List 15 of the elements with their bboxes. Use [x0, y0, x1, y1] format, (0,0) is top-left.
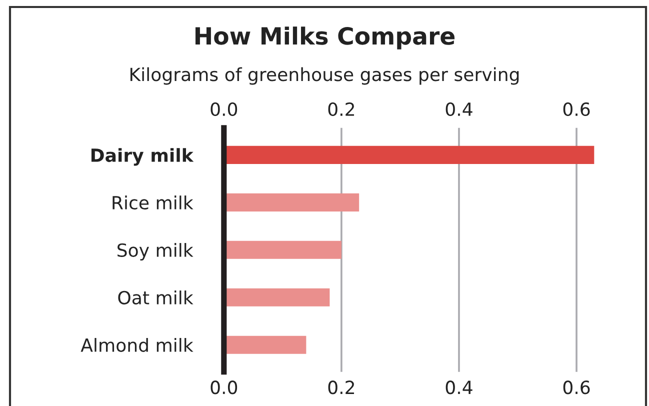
y-tick-label: Oat milk [118, 290, 194, 304]
x2-tick-label: 0.2 [328, 102, 354, 116]
y-tick-label: Dairy milk [91, 148, 194, 166]
y-tick-label: Soy milk [118, 243, 194, 261]
x-tick-label: 0.4 [446, 380, 472, 394]
y-tick-label: Almond milk [80, 338, 194, 352]
x2-tick-label: 0.4 [446, 102, 472, 116]
y-tick-label: Rice milk [112, 196, 194, 210]
x-tick-label: 0.0 [210, 380, 238, 394]
x2-tick-label: 0.0 [210, 102, 238, 116]
x-tick-label: 0.6 [563, 380, 590, 394]
chart-subtitle: Kilograms of greenhouse gases per serving [130, 67, 519, 85]
chart-title: How Milks Compare [196, 26, 455, 50]
x2-tick-label: 0.6 [563, 102, 590, 116]
x-tick-label: 0.2 [328, 380, 354, 394]
